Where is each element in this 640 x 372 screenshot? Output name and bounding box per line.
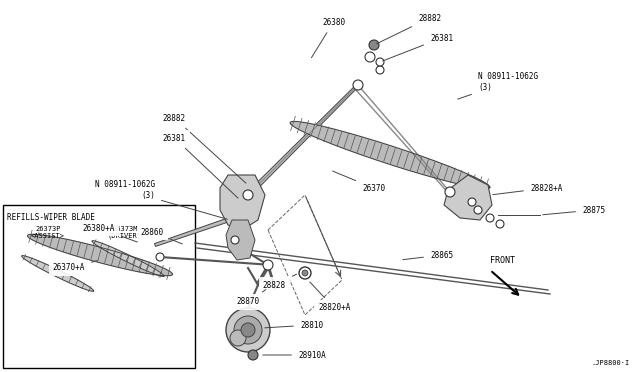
Text: N 08911-1062G
(3): N 08911-1062G (3) [458, 72, 538, 99]
Text: 26381: 26381 [383, 33, 453, 61]
Text: 28865: 28865 [403, 250, 453, 260]
Text: 26373M: 26373M [112, 226, 138, 232]
Circle shape [241, 323, 255, 337]
Text: 28828: 28828 [263, 274, 296, 289]
Circle shape [156, 253, 164, 261]
Circle shape [263, 260, 273, 270]
Text: 28810: 28810 [265, 321, 323, 330]
Text: 26373P: 26373P [35, 226, 61, 232]
Text: 28820+A: 28820+A [310, 282, 350, 312]
Circle shape [299, 267, 311, 279]
Polygon shape [92, 241, 164, 276]
Circle shape [468, 198, 476, 206]
Text: 28875: 28875 [543, 205, 605, 215]
Circle shape [474, 206, 482, 214]
Circle shape [230, 330, 246, 346]
Text: 28828+A: 28828+A [493, 183, 563, 195]
Circle shape [302, 270, 308, 276]
Polygon shape [22, 256, 93, 291]
Text: <ASSIST>: <ASSIST> [31, 233, 65, 239]
Circle shape [369, 40, 379, 50]
Circle shape [248, 350, 258, 360]
Circle shape [353, 80, 363, 90]
Text: N 08911-1062G
(3): N 08911-1062G (3) [95, 180, 227, 219]
Circle shape [234, 316, 262, 344]
Text: 28882: 28882 [163, 113, 246, 183]
Text: 28882: 28882 [376, 13, 441, 44]
Circle shape [445, 187, 455, 197]
Polygon shape [290, 121, 490, 189]
Text: FRONT: FRONT [490, 256, 515, 265]
Circle shape [365, 52, 375, 62]
Circle shape [243, 190, 253, 200]
Polygon shape [154, 218, 228, 246]
Text: 26370+A: 26370+A [52, 261, 97, 273]
Text: 28910A: 28910A [263, 350, 326, 359]
Text: REFILLS-WIPER BLADE: REFILLS-WIPER BLADE [7, 213, 95, 222]
Text: 26380+A: 26380+A [83, 224, 138, 242]
Polygon shape [220, 175, 265, 230]
Circle shape [486, 214, 494, 222]
Circle shape [376, 66, 384, 74]
Text: 28860: 28860 [141, 228, 182, 244]
Text: .JP8800·I: .JP8800·I [592, 360, 630, 366]
Polygon shape [226, 220, 255, 260]
Circle shape [231, 236, 239, 244]
Text: 26370: 26370 [333, 171, 385, 192]
Circle shape [226, 308, 270, 352]
Bar [3, 205, 195, 368]
Text: (DRIVER): (DRIVER) [108, 233, 142, 240]
Text: 28870: 28870 [237, 290, 266, 307]
Polygon shape [246, 84, 359, 197]
Text: 26380: 26380 [312, 17, 345, 58]
Circle shape [496, 220, 504, 228]
Polygon shape [28, 234, 172, 276]
Text: 26381: 26381 [163, 134, 238, 198]
Circle shape [376, 58, 384, 66]
Polygon shape [444, 175, 492, 220]
